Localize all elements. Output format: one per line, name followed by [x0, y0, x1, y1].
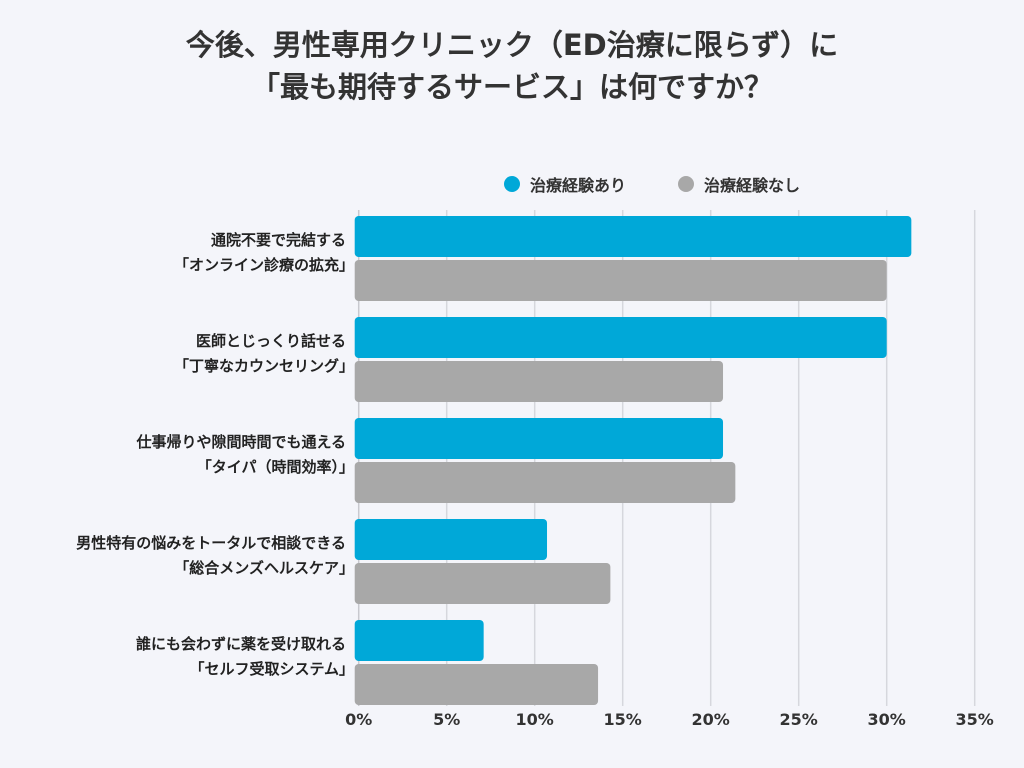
category-label: 男性特有の悩みをトータルで相談できる「総合メンズヘルスケア」: [76, 531, 354, 581]
chart-title-line-2: 「最も期待するサービス」は何ですか？: [250, 70, 773, 104]
x-tick-label: 30%: [867, 710, 906, 729]
x-tick-label: 5%: [433, 710, 461, 729]
bar-experienced: [354, 317, 887, 358]
legend-label-inexperienced: 治療経験なし: [704, 176, 801, 195]
category-label-line: 仕事帰りや隙間時間でも通える: [136, 433, 346, 451]
legend-item-inexperienced: 治療経験なし: [678, 172, 800, 196]
category-label-line: 「総合メンズヘルスケア」: [174, 559, 354, 577]
bar-experienced: [354, 418, 724, 459]
category-label-line: 誰にも会わずに薬を受け取れる: [135, 635, 346, 653]
bar-inexperienced: [354, 260, 887, 301]
category-label: 仕事帰りや隙間時間でも通える「タイパ（時間効率）」: [136, 430, 354, 480]
bar-inexperienced: [354, 361, 724, 402]
category-label: 医師とじっくり話せる「丁寧なカウンセリング」: [174, 329, 354, 379]
x-tick-label: 20%: [691, 710, 730, 729]
x-tick-label: 0%: [345, 710, 373, 729]
category-label-line: 医師とじっくり話せる: [195, 332, 346, 350]
category-label-line: 「丁寧なカウンセリング」: [173, 357, 354, 375]
category-label: 通院不要で完結する「オンライン診療の拡充」: [174, 228, 354, 278]
legend-item-experienced: 治療経験あり: [504, 172, 626, 196]
bar-experienced: [354, 216, 912, 257]
x-tick-label: 15%: [603, 710, 642, 729]
bar-inexperienced: [354, 664, 599, 705]
bar-experienced: [354, 519, 548, 560]
legend-swatch-experienced: [504, 176, 520, 192]
x-tick-label: 35%: [955, 710, 994, 729]
chart-title-line-1: 今後、男性専用クリニック（ED治療に限らず）に: [185, 28, 839, 62]
legend-label-experienced: 治療経験あり: [530, 176, 627, 195]
bar-inexperienced: [354, 462, 736, 503]
x-tick-label: 25%: [779, 710, 818, 729]
category-label-line: 「タイパ（時間効率）」: [196, 458, 354, 476]
legend-swatch-inexperienced: [678, 176, 694, 192]
bar-experienced: [354, 620, 484, 661]
category-label-line: 「セルフ受取システム」: [189, 660, 354, 678]
category-label-line: 通院不要で完結する: [210, 231, 346, 249]
category-label-line: 男性特有の悩みをトータルで相談できる: [76, 534, 346, 552]
category-label-line: 「オンライン診療の拡充」: [173, 256, 354, 274]
x-tick-label: 10%: [515, 710, 554, 729]
bar-inexperienced: [354, 563, 611, 604]
category-label: 誰にも会わずに薬を受け取れる「セルフ受取システム」: [135, 632, 354, 682]
